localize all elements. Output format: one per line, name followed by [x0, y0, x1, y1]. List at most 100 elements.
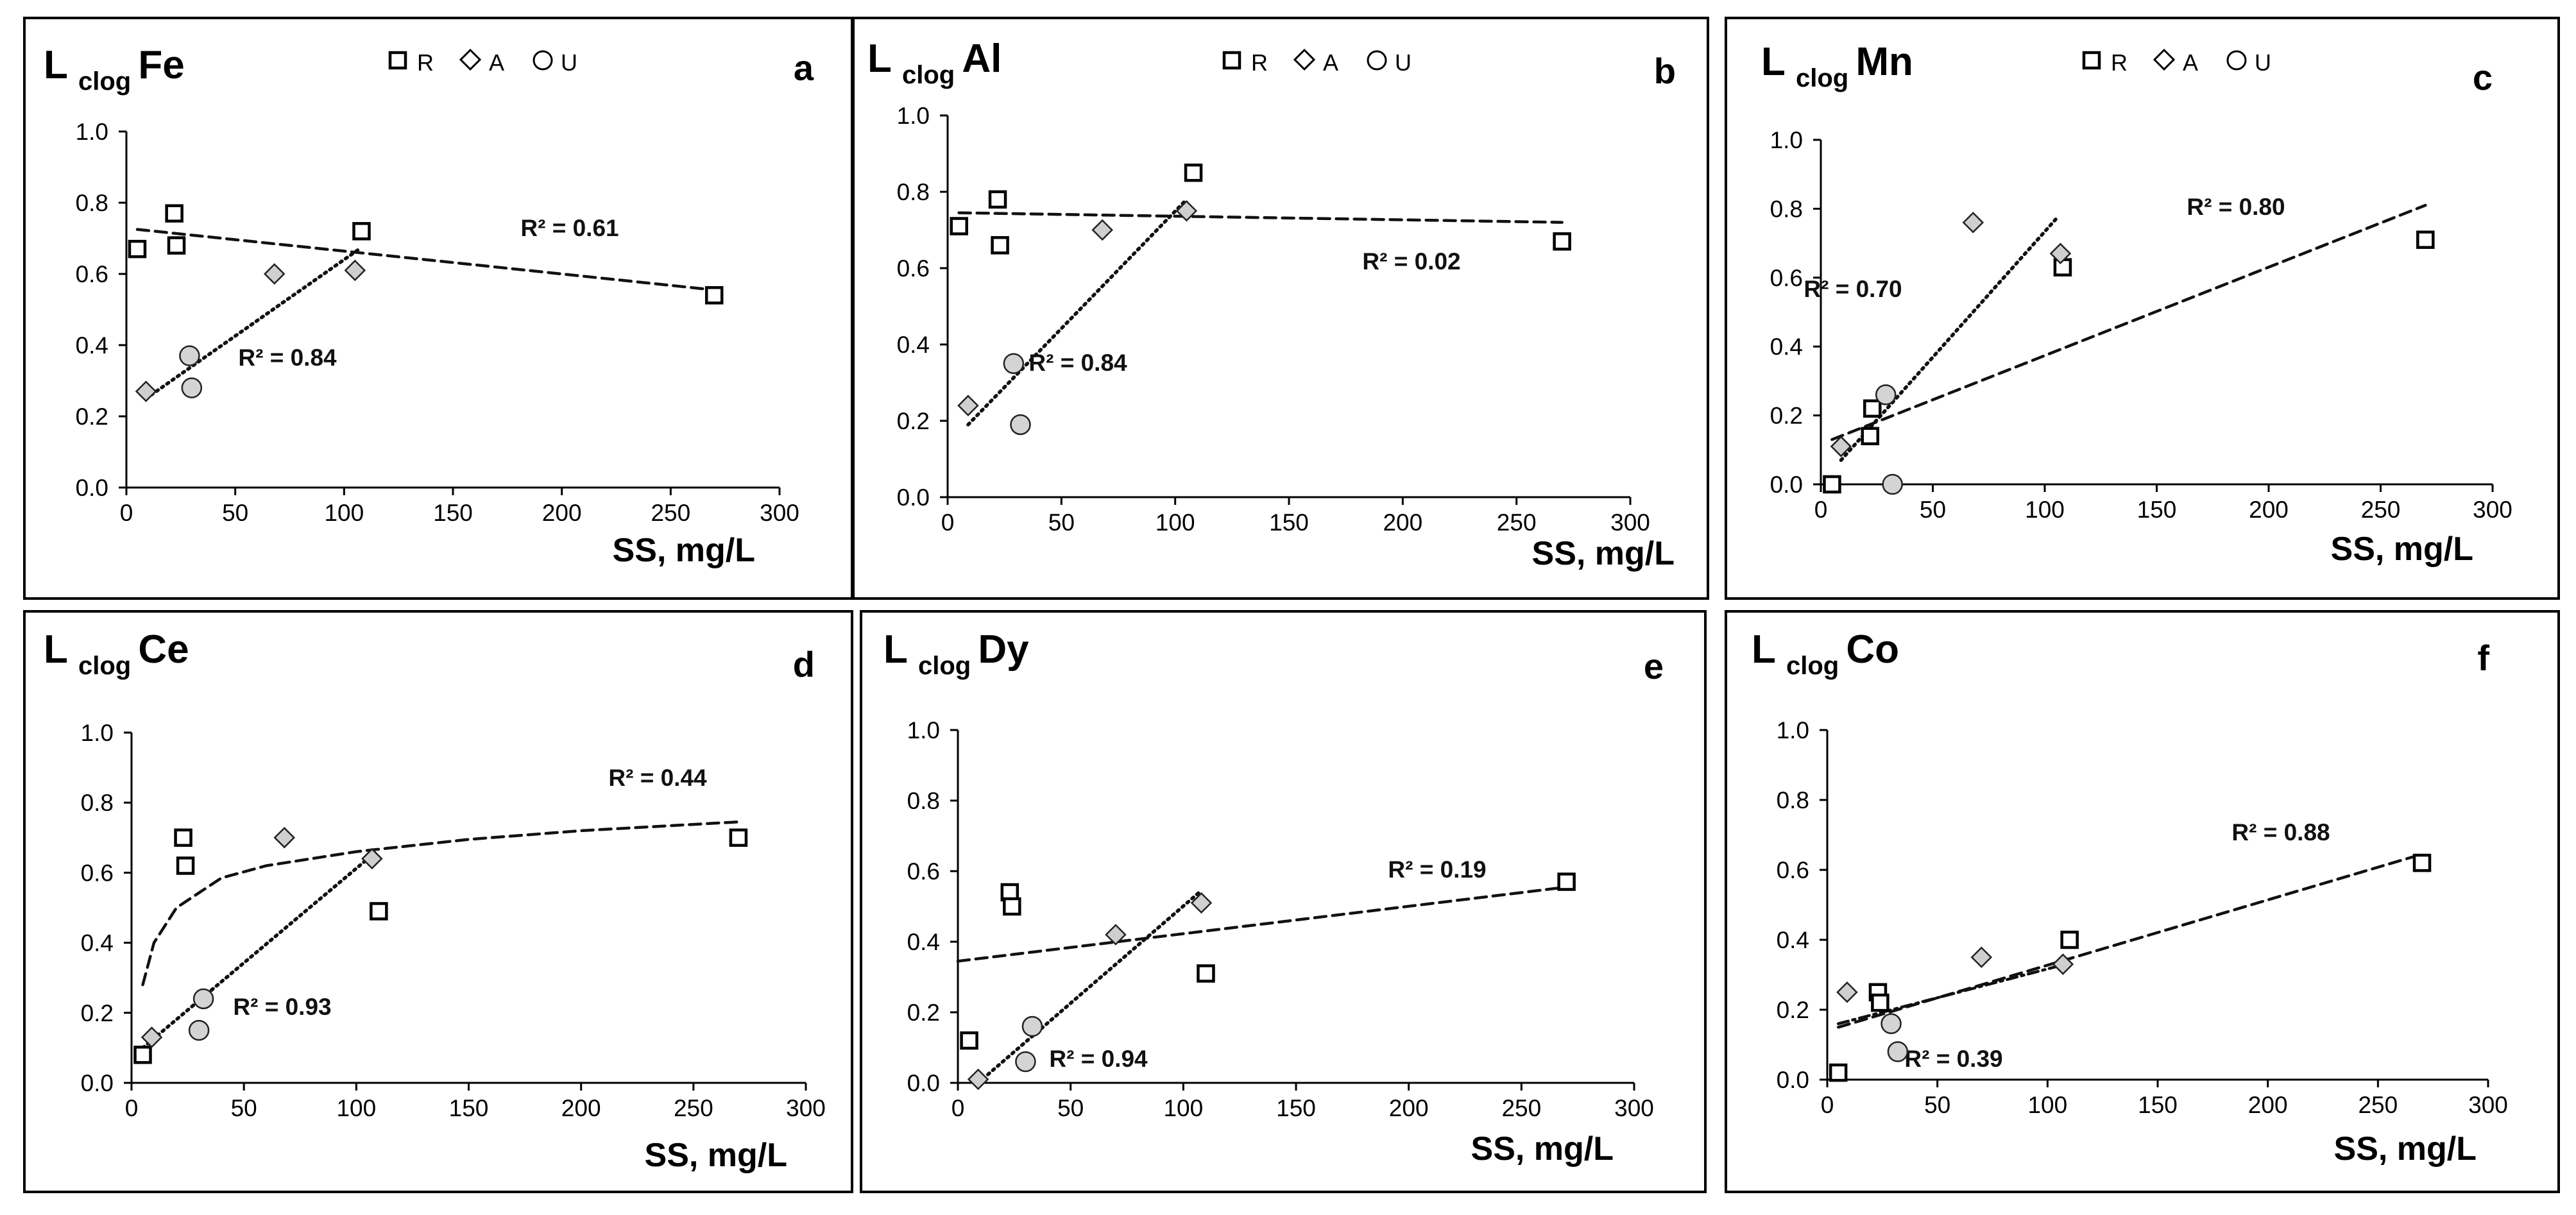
- data-point-r: [1863, 399, 1882, 418]
- title-part: L: [44, 627, 78, 672]
- r2-label: R² = 0.19: [1388, 856, 1486, 883]
- legend-label: U: [2255, 49, 2271, 76]
- y-tick-label: 0.8: [897, 179, 930, 205]
- y-tick-label: 0.8: [1770, 196, 1803, 222]
- x-tick-label: 200: [542, 500, 582, 526]
- panel-title: L clog Mn: [1761, 40, 1913, 92]
- panel-frame: [1725, 610, 2560, 1193]
- y-tick-label: 0.4: [1770, 334, 1803, 360]
- x-tick-label: 250: [2361, 497, 2401, 523]
- x-tick-label: 200: [1383, 509, 1422, 536]
- data-point-a: [141, 1026, 163, 1048]
- r2-label: R² = 0.02: [1362, 248, 1460, 275]
- y-tick-label: 0.0: [897, 484, 930, 511]
- title-part: L: [867, 37, 902, 81]
- data-point-r: [165, 204, 183, 223]
- panel-letter: b: [1654, 51, 1676, 91]
- legend-label: A: [1323, 49, 1338, 76]
- data-point-u: [1015, 1051, 1036, 1073]
- data-point-u: [188, 1019, 210, 1041]
- trendline-a-u: [144, 247, 361, 401]
- legend-marker-diamond: [2153, 48, 2176, 71]
- data-point-r: [1871, 993, 1889, 1012]
- y-tick-label: 0.2: [897, 408, 930, 434]
- y-tick-label: 0.0: [1770, 472, 1803, 498]
- data-point-a: [1962, 212, 1984, 234]
- x-tick-label: 50: [1057, 1095, 1084, 1121]
- trendline-r: [141, 820, 740, 987]
- data-point-a: [957, 395, 979, 416]
- x-tick-label: 100: [1163, 1095, 1203, 1121]
- panel-c: 0 50 100 150 200 250 300 0.0 0.2 0.4 0.6 0.8 1.0 R² =…: [1725, 17, 2560, 600]
- data-point-r: [1557, 872, 1576, 891]
- x-tick-label: 250: [674, 1095, 713, 1121]
- data-point-r: [950, 217, 968, 235]
- y-tick-label: 0.8: [81, 790, 114, 816]
- x-tick-label: 300: [786, 1095, 826, 1121]
- x-tick-label: 150: [2137, 497, 2177, 523]
- data-point-r: [176, 856, 195, 875]
- y-tick-label: 0.8: [1777, 787, 1809, 813]
- data-point-u: [179, 345, 200, 366]
- panel-letter: e: [1644, 646, 1664, 686]
- y-tick-label: 1.0: [897, 103, 930, 129]
- title-part: Fe: [138, 43, 184, 87]
- legend-marker-square: [1222, 51, 1241, 70]
- data-point-r: [1829, 1063, 1848, 1082]
- data-point-u: [1875, 384, 1897, 405]
- panel-e: 0 50 100 150 200 250 300 0.0 0.2 0.4 0.6 0.8 1.0 R² =…: [860, 610, 1707, 1193]
- x-tick-label: 50: [1924, 1092, 1950, 1118]
- panel-d: 0 50 100 150 200 250 300 0.0 0.2 0.4 0.6 0.8 1.0 R² =…: [23, 610, 853, 1193]
- data-point-a: [1175, 200, 1198, 222]
- y-tick-label: 0.8: [907, 788, 940, 814]
- trendline-r: [135, 228, 716, 292]
- title-part: clog: [902, 61, 962, 89]
- x-tick-label: 300: [1614, 1095, 1654, 1121]
- title-part: L: [1761, 40, 1796, 84]
- data-point-a: [361, 847, 383, 870]
- y-tick-label: 0.4: [1777, 927, 1809, 953]
- y-tick-label: 0.2: [81, 1000, 114, 1026]
- y-tick-label: 1.0: [1770, 127, 1803, 153]
- title-part: Co: [1846, 627, 1899, 672]
- title-part: Dy: [978, 627, 1029, 672]
- y-tick-label: 1.0: [1777, 717, 1809, 743]
- x-axis-label: SS, mg/L: [613, 532, 755, 569]
- data-point-r: [960, 1031, 978, 1050]
- data-point-a: [273, 827, 295, 849]
- x-tick-label: 300: [2468, 1092, 2508, 1118]
- x-tick-label: 50: [1920, 497, 1946, 523]
- y-tick-label: 0.0: [1777, 1067, 1809, 1093]
- x-axis-label: SS, mg/L: [1532, 535, 1675, 572]
- data-point-a: [2052, 953, 2074, 975]
- x-tick-label: 100: [2025, 497, 2065, 523]
- title-part: clog: [78, 67, 138, 96]
- x-tick-label: 150: [1276, 1095, 1316, 1121]
- x-axis-label: SS, mg/L: [2331, 531, 2473, 568]
- data-point-r: [133, 1046, 152, 1064]
- y-tick-label: 1.0: [76, 119, 108, 145]
- r2-label: R² = 0.70: [1804, 276, 1902, 302]
- title-part: clog: [78, 652, 138, 680]
- data-point-r: [2053, 258, 2072, 276]
- y-tick-label: 0.0: [76, 475, 108, 501]
- x-tick-label: 50: [222, 500, 248, 526]
- legend-label: R: [1251, 49, 1268, 76]
- trendline-r: [1836, 853, 2424, 1029]
- data-point-r: [352, 222, 371, 241]
- panel-frame: [1725, 17, 2560, 600]
- trendline-r: [956, 885, 1568, 963]
- x-axis-label: SS, mg/L: [1471, 1130, 1614, 1168]
- panel-letter: c: [2473, 57, 2493, 98]
- legend-label: R: [417, 49, 434, 76]
- data-point-r: [988, 190, 1007, 209]
- panel-f: 0 50 100 150 200 250 300 0.0 0.2 0.4 0.6 0.8 1.0 R² =…: [1725, 610, 2560, 1193]
- title-part: L: [883, 627, 918, 672]
- x-tick-label: 150: [433, 500, 473, 526]
- title-part: clog: [918, 652, 978, 680]
- x-tick-label: 50: [1048, 509, 1075, 536]
- x-tick-label: 150: [449, 1095, 489, 1121]
- data-point-a: [344, 259, 366, 282]
- panel-b: 0 50 100 150 200 250 300 0.0 0.2 0.4 0.6 0.8 1.0 R² =…: [852, 17, 1709, 600]
